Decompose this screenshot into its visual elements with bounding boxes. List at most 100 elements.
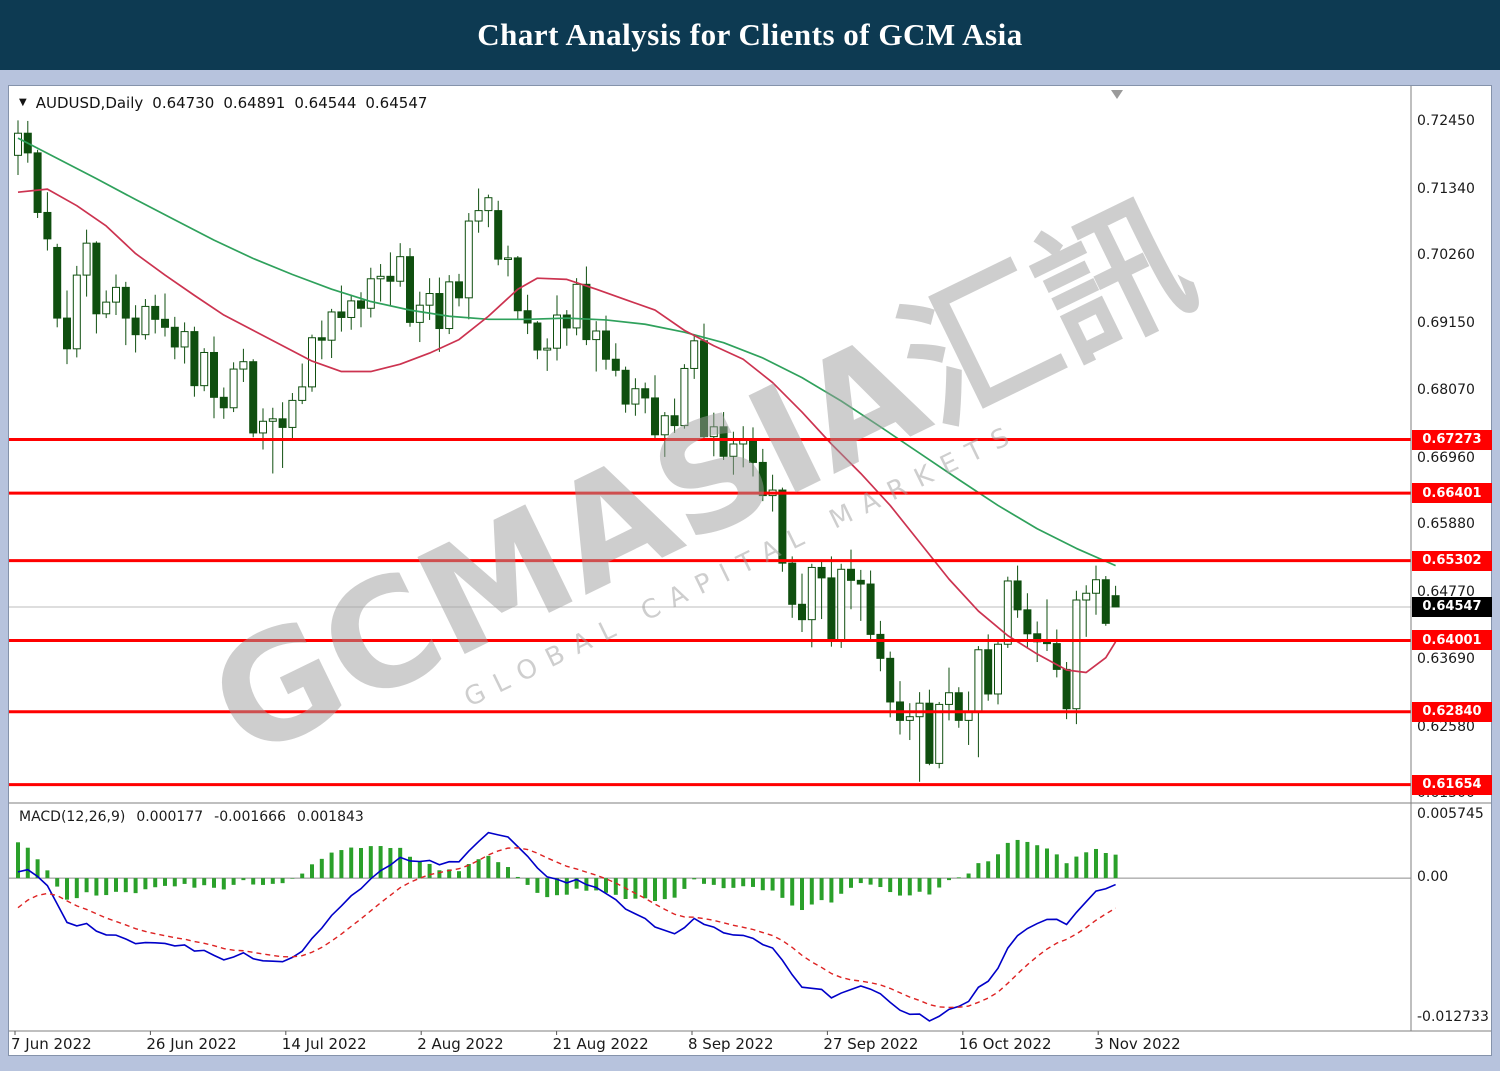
candle <box>847 568 855 581</box>
candle <box>445 281 454 330</box>
time-axis-label: 21 Aug 2022 <box>552 1035 649 1053</box>
time-axis-label: 7 Jun 2022 <box>11 1035 92 1053</box>
candle <box>102 301 111 315</box>
candle <box>396 256 405 282</box>
candle <box>190 331 199 387</box>
time-axis-label: 3 Nov 2022 <box>1094 1035 1181 1053</box>
ma-fast-line <box>17 188 1117 674</box>
candle <box>259 420 267 434</box>
candle <box>778 489 787 564</box>
candle <box>602 330 610 360</box>
price-axis-label: 0.70260 <box>1417 247 1475 264</box>
candle <box>1013 580 1022 611</box>
chart-shift-marker-icon[interactable] <box>1111 90 1123 99</box>
candle <box>984 649 993 695</box>
ma-slow-line <box>17 137 1116 567</box>
ohlc-high: 0.64891 <box>223 94 286 112</box>
candle <box>298 386 307 401</box>
candle <box>641 388 650 399</box>
candle <box>690 340 699 369</box>
candle <box>278 418 287 428</box>
level-price-tag[interactable]: 0.64001 <box>1412 630 1492 651</box>
symbol-info: ▼ AUDUSD,Daily 0.64730 0.64891 0.64544 0… <box>19 94 427 112</box>
candle <box>543 347 552 351</box>
candle <box>425 293 434 306</box>
level-price-tag[interactable]: 0.66401 <box>1412 483 1492 504</box>
macd-line <box>17 831 1116 1022</box>
chart-canvas[interactable] <box>9 86 1491 1055</box>
candle <box>455 281 463 299</box>
level-price-tag[interactable]: 0.61654 <box>1412 774 1492 795</box>
candle <box>758 461 767 497</box>
chart-window[interactable]: GCMASIA汇訊 GLOBAL CAPITAL MARKETS ▼ AUDUS… <box>8 85 1492 1056</box>
candle <box>484 197 493 212</box>
candle <box>210 351 218 398</box>
candle <box>239 361 248 370</box>
level-price-tag[interactable]: 0.67273 <box>1412 429 1492 450</box>
candle <box>249 361 258 434</box>
candle <box>151 305 160 320</box>
macd-value-histogram: 0.001843 <box>297 809 364 825</box>
candle <box>876 633 885 659</box>
candle <box>357 300 365 309</box>
candle <box>72 274 81 350</box>
candle <box>288 399 297 428</box>
candle <box>327 311 336 341</box>
candle <box>1003 580 1012 645</box>
candle <box>131 317 140 336</box>
candle <box>915 702 924 718</box>
candle <box>141 305 150 336</box>
price-axis-label: 0.65880 <box>1417 516 1475 533</box>
candle <box>317 337 326 341</box>
candle <box>886 657 895 703</box>
candle <box>925 702 934 764</box>
candle <box>474 210 483 222</box>
candle <box>935 703 944 764</box>
candle <box>229 368 238 409</box>
level-price-tag[interactable]: 0.65302 <box>1412 550 1492 571</box>
candle <box>651 397 659 436</box>
candle <box>954 692 963 721</box>
candle <box>1072 599 1081 710</box>
time-axis-label: 8 Sep 2022 <box>688 1035 774 1053</box>
candle <box>170 326 179 348</box>
report-title: Chart Analysis for Clients of GCM Asia <box>477 17 1023 52</box>
candle <box>464 220 473 299</box>
candle <box>406 256 414 323</box>
candle <box>700 340 708 438</box>
candle <box>53 246 62 319</box>
candle <box>1092 579 1100 594</box>
candle <box>533 322 542 351</box>
chevron-down-icon[interactable]: ▼ <box>19 97 27 108</box>
candle <box>827 577 836 642</box>
candle <box>337 311 346 318</box>
macd-value-main: 0.000177 <box>136 809 204 825</box>
macd-axis-label: 0.00 <box>1417 869 1449 886</box>
candle <box>856 579 865 585</box>
candle <box>1082 592 1091 601</box>
candle <box>945 692 953 705</box>
ohlc-open: 0.64730 <box>152 94 215 112</box>
candle <box>1111 595 1120 608</box>
candle <box>749 439 757 463</box>
level-price-tag[interactable]: 0.62840 <box>1412 701 1492 722</box>
macd-axis-label: 0.005745 <box>1417 806 1484 823</box>
candle <box>974 649 983 713</box>
candle <box>513 257 522 312</box>
candle <box>63 317 71 350</box>
candle <box>592 330 601 341</box>
candle <box>376 275 385 280</box>
candle <box>837 568 846 642</box>
macd-value-signal: -0.001666 <box>214 809 286 825</box>
price-axis-label: 0.64770 <box>1417 584 1475 601</box>
candle <box>1062 668 1071 710</box>
candle <box>709 426 718 438</box>
candle <box>553 314 561 349</box>
candle <box>82 242 91 276</box>
time-axis-label: 27 Sep 2022 <box>823 1035 919 1053</box>
candle <box>798 603 806 621</box>
candle <box>994 643 1002 695</box>
candle <box>161 318 169 328</box>
candle <box>347 300 356 318</box>
candle <box>33 152 42 213</box>
